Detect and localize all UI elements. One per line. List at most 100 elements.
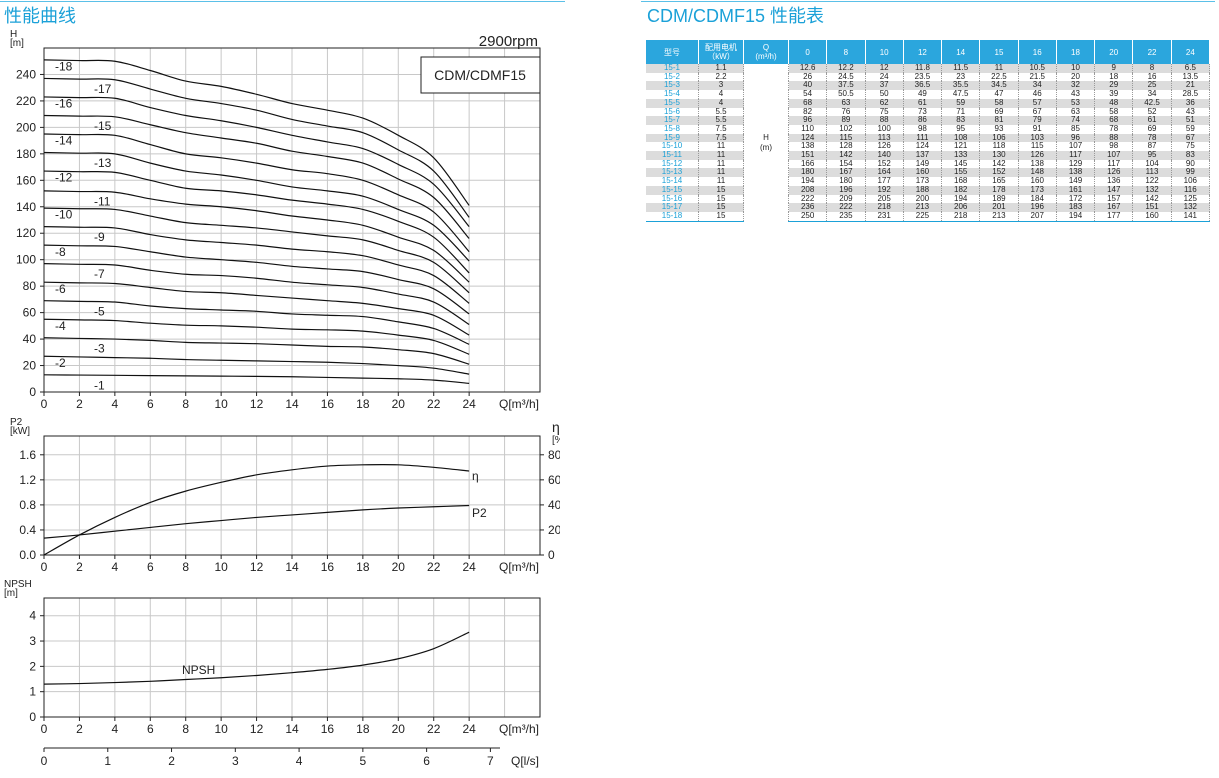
- y-tick-label: 180: [16, 147, 36, 161]
- head-curve-n4: [43, 318, 470, 355]
- power-curve-label: P2: [472, 506, 487, 520]
- head-value-cell: 71: [941, 107, 981, 117]
- table-row: 15-3 3 40 37.5 37 36.5 35.5 34.5 34 32 29 25 21: [646, 81, 1211, 91]
- curve-label: -9: [94, 230, 105, 244]
- head-value-cell: 61: [903, 98, 943, 108]
- y-tick-label: 160: [16, 173, 36, 187]
- table-row: 15-4 4 54 50.5 50 49 47.5 47 46 43 39 34 28.5: [646, 89, 1211, 99]
- head-value-cell: 12.2: [826, 63, 866, 73]
- head-value-cell: 151: [1132, 203, 1172, 212]
- y-axis-label: [m]: [10, 38, 24, 49]
- curve-label: -3: [94, 341, 105, 355]
- y-right-tick-label: 40: [548, 498, 560, 512]
- y-tick-label: 0.8: [19, 498, 36, 512]
- head-value-cell: 184: [1018, 194, 1057, 204]
- table-row: 15-8 7.5 110 102 100 98 95 93 91 85 78 69 59: [646, 124, 1211, 134]
- head-value-cell: 177: [865, 176, 904, 186]
- head-value-cell: 18: [1094, 72, 1134, 82]
- head-unit-symbol: H: [763, 132, 769, 142]
- head-unit-cell: H (m): [743, 64, 789, 222]
- secondary-x-tick-label: 3: [232, 754, 239, 768]
- model-cell: 15-7: [646, 116, 699, 125]
- motor-kw-cell: 11: [698, 142, 744, 152]
- head-value-cell: 83: [1171, 150, 1211, 160]
- motor-kw-cell: 15: [698, 211, 744, 222]
- header-flow: 0: [788, 40, 828, 64]
- head-value-cell: 106: [979, 133, 1019, 143]
- head-value-cell: 81: [979, 116, 1019, 125]
- head-value-cell: 250: [788, 211, 828, 222]
- x-tick-label: 2: [76, 560, 83, 574]
- secondary-x-tick-label: 2: [168, 754, 175, 768]
- head-curve-n7: [43, 263, 470, 326]
- y-tick-label: 1.6: [19, 448, 36, 462]
- secondary-x-tick-label: 0: [41, 754, 48, 768]
- header-motor-line1: 配用电机: [705, 43, 737, 52]
- head-value-cell: 154: [826, 159, 866, 169]
- x-axis-label: Q[m³/h]: [499, 397, 539, 411]
- head-value-cell: 73: [903, 107, 943, 117]
- head-value-cell: 32: [1056, 81, 1096, 91]
- x-tick-label: 20: [392, 397, 406, 411]
- head-curve-n14: [43, 133, 470, 253]
- head-value-cell: 47.5: [941, 89, 981, 99]
- head-value-cell: 75: [865, 107, 904, 117]
- table-body: 15-1 1.1 H (m) 12.6 12.2 12 11.8 11.5 11 10.5 10 9 8 6…: [646, 63, 1211, 222]
- head-value-cell: 141: [1171, 211, 1211, 222]
- x-tick-label: 22: [427, 722, 441, 736]
- head-value-cell: 178: [979, 185, 1019, 195]
- motor-kw-cell: 15: [698, 203, 744, 212]
- head-value-cell: 8: [1132, 63, 1172, 73]
- head-value-cell: 25: [1132, 81, 1172, 91]
- head-value-cell: 222: [788, 194, 828, 204]
- y-tick-label: 3: [29, 634, 36, 648]
- head-value-cell: 69: [979, 107, 1019, 117]
- secondary-x-tick-label: 6: [423, 754, 430, 768]
- head-value-cell: 63: [826, 98, 866, 108]
- head-value-cell: 23: [941, 72, 981, 82]
- y-axis-label: [m]: [4, 588, 18, 599]
- model-cell: 15-10: [646, 142, 699, 152]
- head-value-cell: 96: [1056, 133, 1096, 143]
- head-value-cell: 29: [1094, 81, 1134, 91]
- x-tick-label: 2: [76, 397, 83, 411]
- head-value-cell: 12.6: [788, 63, 828, 73]
- header-flow: 18: [1056, 40, 1096, 64]
- head-curve-n2: [43, 355, 470, 375]
- head-value-cell: 125: [1171, 194, 1211, 204]
- performance-curves-svg: 0 2 4 6 8 10 12 14 16 18 20 22 24 Q[m³/h]020406080100…: [4, 29, 560, 768]
- model-cell: 15-13: [646, 168, 699, 178]
- head-value-cell: 218: [941, 211, 981, 222]
- head-value-cell: 78: [1132, 133, 1172, 143]
- x-tick-label: 8: [182, 560, 189, 574]
- head-value-cell: 167: [826, 168, 866, 178]
- head-value-cell: 124: [788, 133, 828, 143]
- y-axis-label: [kW]: [10, 426, 30, 437]
- y-right-tick-label: 0: [548, 548, 555, 562]
- head-value-cell: 132: [1132, 185, 1172, 195]
- efficiency-curve: [43, 463, 470, 556]
- y-right-tick-label: 20: [548, 523, 560, 537]
- head-value-cell: 24: [865, 72, 904, 82]
- model-cell: 15-18: [646, 211, 699, 222]
- secondary-x-tick-label: 1: [104, 754, 111, 768]
- y-tick-label: 40: [23, 332, 37, 346]
- header-model: 型号: [646, 40, 699, 64]
- head-value-cell: 43: [1056, 89, 1096, 99]
- head-value-cell: 74: [1056, 116, 1096, 125]
- curve-label: -8: [55, 245, 66, 259]
- head-value-cell: 111: [903, 133, 943, 143]
- y-tick-label: 80: [23, 279, 37, 293]
- head-value-cell: 164: [865, 168, 904, 178]
- x-tick-label: 4: [112, 560, 119, 574]
- head-value-cell: 6.5: [1171, 63, 1211, 73]
- head-value-cell: 165: [979, 176, 1019, 186]
- motor-kw-cell: 3: [698, 81, 744, 91]
- head-value-cell: 57: [1018, 98, 1057, 108]
- x-tick-label: 22: [427, 560, 441, 574]
- head-value-cell: 200: [903, 194, 943, 204]
- head-value-cell: 103: [1018, 133, 1057, 143]
- head-curve-n18: [43, 59, 470, 206]
- table-row: 15-13 11 180 167 164 160 155 152 148 138 126 113 99: [646, 168, 1211, 178]
- head-value-cell: 34: [1132, 89, 1172, 99]
